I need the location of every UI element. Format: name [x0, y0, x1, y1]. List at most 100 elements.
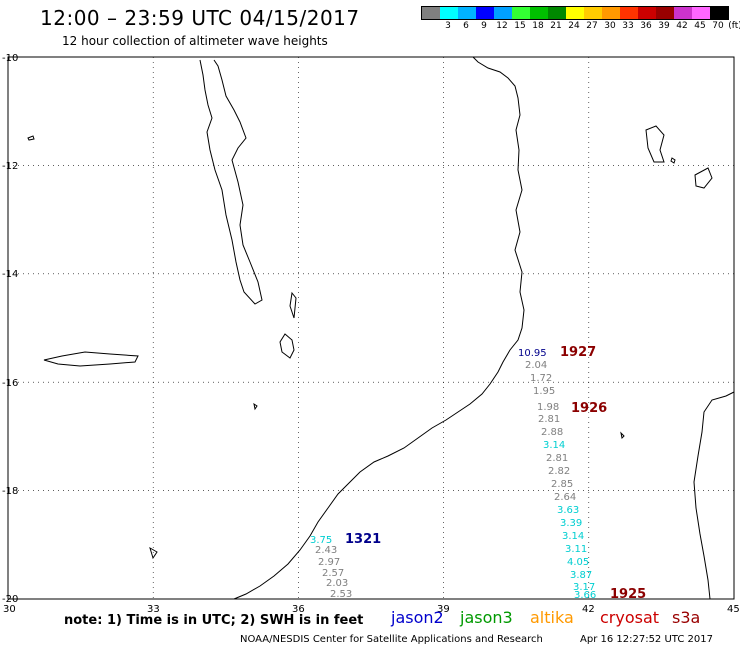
- legend-swatch: [458, 7, 476, 19]
- legend-color-bar: [421, 6, 729, 20]
- legend-swatch: [548, 7, 566, 19]
- map-subtitle: 12 hour collection of altimeter wave hei…: [62, 34, 328, 48]
- lon-label: 45: [727, 604, 740, 615]
- wave-height-value: 2.81: [546, 453, 568, 464]
- lat-label: -18: [2, 486, 18, 497]
- wave-height-value: 3.66: [574, 590, 596, 601]
- lon-label: 30: [3, 604, 16, 615]
- lat-axis-labels: -10 -12 -14 -16 -18 -20: [2, 53, 18, 605]
- lake-malawi: [199, 59, 263, 305]
- legend-swatch: [494, 7, 512, 19]
- legend-swatch: [512, 7, 530, 19]
- lake-chilwa: [279, 333, 295, 359]
- wave-height-value: 1.95: [533, 386, 555, 397]
- wave-height-track-west: 3.75 2.43 2.97 2.57 2.03 2.53: [310, 535, 352, 600]
- legend-swatch: [710, 7, 728, 19]
- legend-tick-label: 3: [445, 21, 451, 31]
- legend-swatch: [530, 7, 548, 19]
- comoros-anjouan: [694, 167, 713, 189]
- lon-label: 36: [292, 604, 305, 615]
- lat-label: -16: [2, 378, 18, 389]
- lon-label: 42: [582, 604, 595, 615]
- wave-height-value: 3.11: [565, 544, 587, 555]
- comoros-grande: [645, 125, 665, 163]
- legend-tick-label: 27: [586, 21, 598, 31]
- wave-height-value: 2.53: [330, 589, 352, 600]
- wave-height-value: 2.82: [548, 466, 570, 477]
- madagascar: [693, 391, 735, 600]
- map-frame: [7, 56, 735, 600]
- legend-tick-label: 9: [481, 21, 487, 31]
- wave-height-value: 3.14: [543, 440, 565, 451]
- coastlines: [27, 56, 735, 600]
- wave-height-value: 10.95: [518, 348, 547, 359]
- legend-tick-label: 33: [622, 21, 634, 31]
- islet-2: [253, 402, 258, 411]
- legend-tick-label: 12: [496, 21, 508, 31]
- wave-height-value: 3.75: [310, 535, 332, 546]
- legend-swatch: [656, 7, 674, 19]
- lon-axis-labels: 30 33 36 39 42 45: [3, 604, 740, 615]
- lon-label: 33: [147, 604, 160, 615]
- legend-swatch: [422, 7, 440, 19]
- legend-swatch: [638, 7, 656, 19]
- satellite-jason3: jason3: [460, 608, 513, 627]
- footer-timestamp: Apr 16 12:27:52 UTC 2017: [580, 634, 713, 645]
- wave-height-value: 2.97: [318, 557, 340, 568]
- wave-height-value: 2.88: [541, 427, 563, 438]
- legend-tick-label: 45: [694, 21, 706, 31]
- lat-label: -10: [2, 53, 18, 64]
- legend-tick-label: 18: [532, 21, 544, 31]
- lat-label: -14: [2, 269, 18, 280]
- wave-height-track-east: 10.95 2.04 1.72 1.95 1.98 2.81 2.88 3.14…: [518, 348, 596, 601]
- wave-height-value: 3.39: [560, 518, 582, 529]
- legend-swatch: [440, 7, 458, 19]
- wave-height-value: 2.03: [326, 578, 348, 589]
- legend-tick-label: 24: [568, 21, 580, 31]
- footer-credit: NOAA/NESDIS Center for Satellite Applica…: [240, 634, 543, 645]
- satellite-jason2: jason2: [391, 608, 444, 627]
- wave-height-value: 3.17: [573, 582, 595, 593]
- satellite-s3a: s3a: [672, 608, 701, 627]
- graticule: [8, 57, 734, 599]
- wave-height-value: 3.63: [557, 505, 579, 516]
- pass-label: 1927: [560, 345, 596, 360]
- legend-tick-label: 6: [463, 21, 469, 31]
- legend-swatch: [674, 7, 692, 19]
- islet-4: [620, 431, 625, 440]
- wave-height-value: 2.64: [554, 492, 576, 503]
- legend-tick-label: 70: [712, 21, 724, 31]
- islet-5: [289, 291, 297, 319]
- wave-height-value: 1.72: [530, 373, 552, 384]
- pass-labels: 1927 1926 1925 1321: [345, 345, 646, 602]
- satellite-altika: altika: [530, 608, 574, 627]
- satellite-cryosat: cryosat: [600, 608, 660, 627]
- legend-tick-label: 36: [640, 21, 652, 31]
- wave-height-value: 3.87: [570, 570, 592, 581]
- pass-label: 1926: [571, 401, 607, 416]
- wave-height-value: 2.81: [538, 414, 560, 425]
- wave-height-value: 4.05: [567, 557, 589, 568]
- lat-label: -12: [2, 161, 18, 172]
- lon-label: 39: [437, 604, 450, 615]
- legend-swatch: [566, 7, 584, 19]
- islet-1: [27, 135, 35, 141]
- legend-tick-label: 15: [514, 21, 526, 31]
- pass-label: 1925: [610, 587, 646, 602]
- wave-height-value: 2.57: [322, 568, 344, 579]
- islet-3: [149, 546, 158, 560]
- legend-swatch: [692, 7, 710, 19]
- map-title: 12:00 – 23:59 UTC 04/15/2017: [40, 6, 360, 30]
- legend-unit: (ft): [728, 21, 740, 31]
- legend-swatch: [476, 7, 494, 19]
- wave-height-value: 2.04: [525, 360, 547, 371]
- wave-height-value: 2.85: [551, 479, 573, 490]
- wave-height-value: 3.14: [562, 531, 584, 542]
- pass-label: 1321: [345, 532, 381, 547]
- mayotte: [670, 157, 676, 164]
- legend-swatch: [584, 7, 602, 19]
- lake-kariba: [43, 351, 139, 367]
